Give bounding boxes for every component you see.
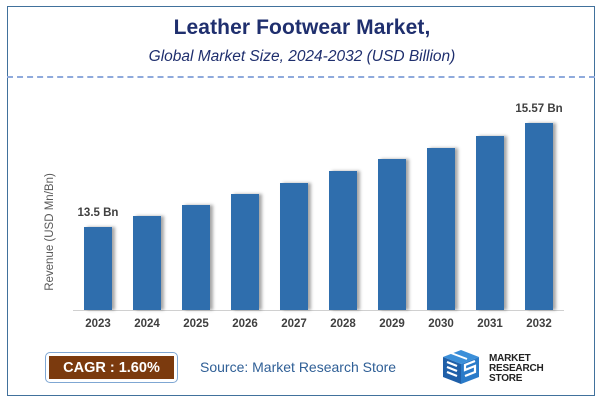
cagr-badge: CAGR : 1.60% [45, 352, 178, 383]
bar-2024 [133, 216, 161, 310]
x-tick-2024: 2024 [134, 318, 160, 330]
x-axis-line [73, 310, 564, 311]
x-tick-2032: 2032 [526, 318, 552, 330]
bar-2031 [476, 136, 504, 310]
data-label-2023: 13.5 Bn [77, 207, 119, 219]
chart-subtitle: Global Market Size, 2024-2032 (USD Billi… [148, 48, 456, 65]
x-tick-2031: 2031 [477, 318, 503, 330]
x-tick-2030: 2030 [428, 318, 454, 330]
market-research-store-logo: MARKET RESEARCH STORE [437, 349, 572, 385]
chart-frame [7, 6, 595, 396]
bar-2032 [525, 123, 553, 310]
bar-2025 [182, 205, 210, 310]
bar-2030 [427, 148, 455, 310]
cagr-label: CAGR : 1.60% [49, 356, 174, 379]
x-tick-2029: 2029 [379, 318, 405, 330]
y-axis-label: Revenue (USD Mn/Bn) [44, 173, 56, 291]
bar-2029 [378, 159, 406, 310]
x-tick-2027: 2027 [281, 318, 307, 330]
x-tick-2028: 2028 [330, 318, 356, 330]
bar-2026 [231, 194, 259, 310]
bar-2023 [84, 227, 112, 310]
cube-logo-icon [443, 350, 479, 384]
data-label-2032: 15.57 Bn [515, 103, 563, 115]
logo-text: MARKET RESEARCH STORE [489, 353, 544, 384]
chart-title: Leather Footwear Market, [173, 16, 431, 39]
x-tick-2025: 2025 [183, 318, 209, 330]
x-tick-2023: 2023 [85, 318, 111, 330]
bar-2028 [329, 171, 357, 310]
bar-2027 [280, 183, 308, 310]
dashed-divider [7, 76, 595, 78]
x-tick-2026: 2026 [232, 318, 258, 330]
source-text: Source: Market Research Store [200, 359, 397, 375]
